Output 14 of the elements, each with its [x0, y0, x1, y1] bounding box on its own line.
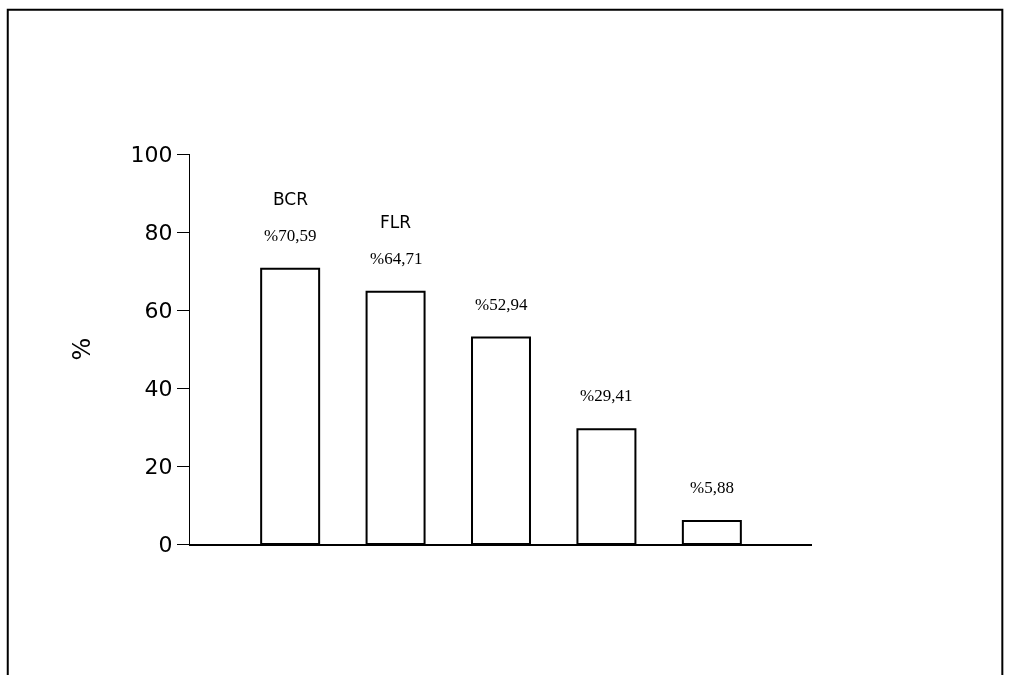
data-label: %70,59: [264, 226, 317, 245]
y-axis-title: %: [67, 337, 96, 361]
x-tick-label: FLR: [380, 212, 412, 232]
y-tick-label: 40: [144, 375, 173, 401]
data-label: %64,71: [370, 249, 423, 268]
data-label: %5,88: [690, 478, 734, 497]
y-tick-label: 100: [130, 141, 173, 167]
y-tick-label: 80: [144, 219, 173, 245]
data-label: %29,41: [580, 386, 633, 405]
x-tick-label: BCR: [273, 189, 309, 209]
y-tick-label: 0: [158, 531, 173, 557]
y-tick-label: 60: [144, 297, 173, 323]
data-label: %52,94: [475, 295, 528, 314]
y-tick-label: 20: [144, 453, 173, 479]
